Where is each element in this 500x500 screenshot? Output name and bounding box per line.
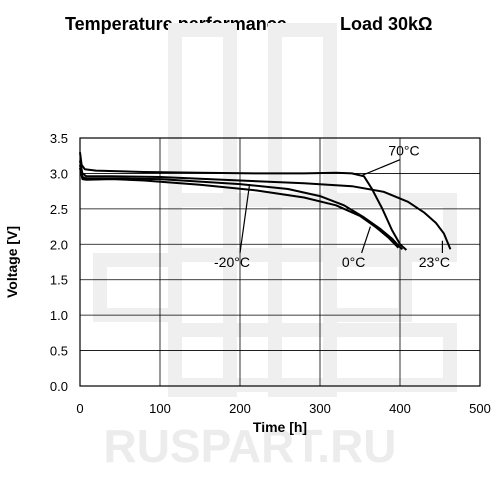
ticks: 0 100 200 300 400 500 0.0 0.5 1.0 1.5 2.0 2.5 3.0 3.5 — [50, 131, 491, 416]
watermark: RUSPART.RU — [93, 23, 457, 472]
grid — [80, 138, 480, 386]
watermark-shape-3 — [93, 253, 182, 322]
series-label-3: -20°C — [214, 254, 250, 270]
x-tick-label: 100 — [149, 401, 171, 416]
x-axis-label: Time [h] — [253, 419, 307, 435]
watermark-shape-2 — [168, 193, 457, 262]
y-axis-label: Voltage [V] — [4, 226, 20, 298]
x-tick-label: 500 — [469, 401, 491, 416]
x-tick-label: 200 — [229, 401, 251, 416]
series-label-1: 23°C — [419, 254, 450, 270]
series-label-0: 70°C — [388, 143, 419, 159]
series-line-2 — [79, 164, 404, 250]
series-line-1 — [79, 160, 452, 250]
series-line-0 — [79, 152, 408, 251]
y-tick-label: 1.0 — [50, 308, 68, 323]
y-tick-label: 0.5 — [50, 344, 68, 359]
y-tick-label: 2.5 — [50, 202, 68, 217]
y-tick-label: 3.5 — [50, 131, 68, 146]
y-tick-label: 2.0 — [50, 237, 68, 252]
y-tick-label: 3.0 — [50, 166, 68, 181]
x-tick-label: 0 — [76, 401, 83, 416]
chart-subtitle: Load 30kΩ — [340, 14, 433, 34]
series-line-3 — [79, 167, 400, 249]
y-tick-label: 0.0 — [50, 379, 68, 394]
series-leader-3 — [239, 183, 251, 254]
series-labels: 70°C 23°C 0°C -20°C — [214, 143, 450, 270]
series-leader-2 — [361, 226, 371, 254]
series-leader-0 — [361, 159, 401, 177]
y-tick-label: 1.5 — [50, 273, 68, 288]
x-tick-label: 300 — [309, 401, 331, 416]
series-label-2: 0°C — [342, 254, 366, 270]
plot-frame — [79, 137, 481, 387]
watermark-text: RUSPART.RU — [103, 420, 396, 472]
series-group — [79, 152, 452, 251]
x-tick-label: 400 — [389, 401, 411, 416]
watermark-shape-5 — [168, 323, 457, 392]
